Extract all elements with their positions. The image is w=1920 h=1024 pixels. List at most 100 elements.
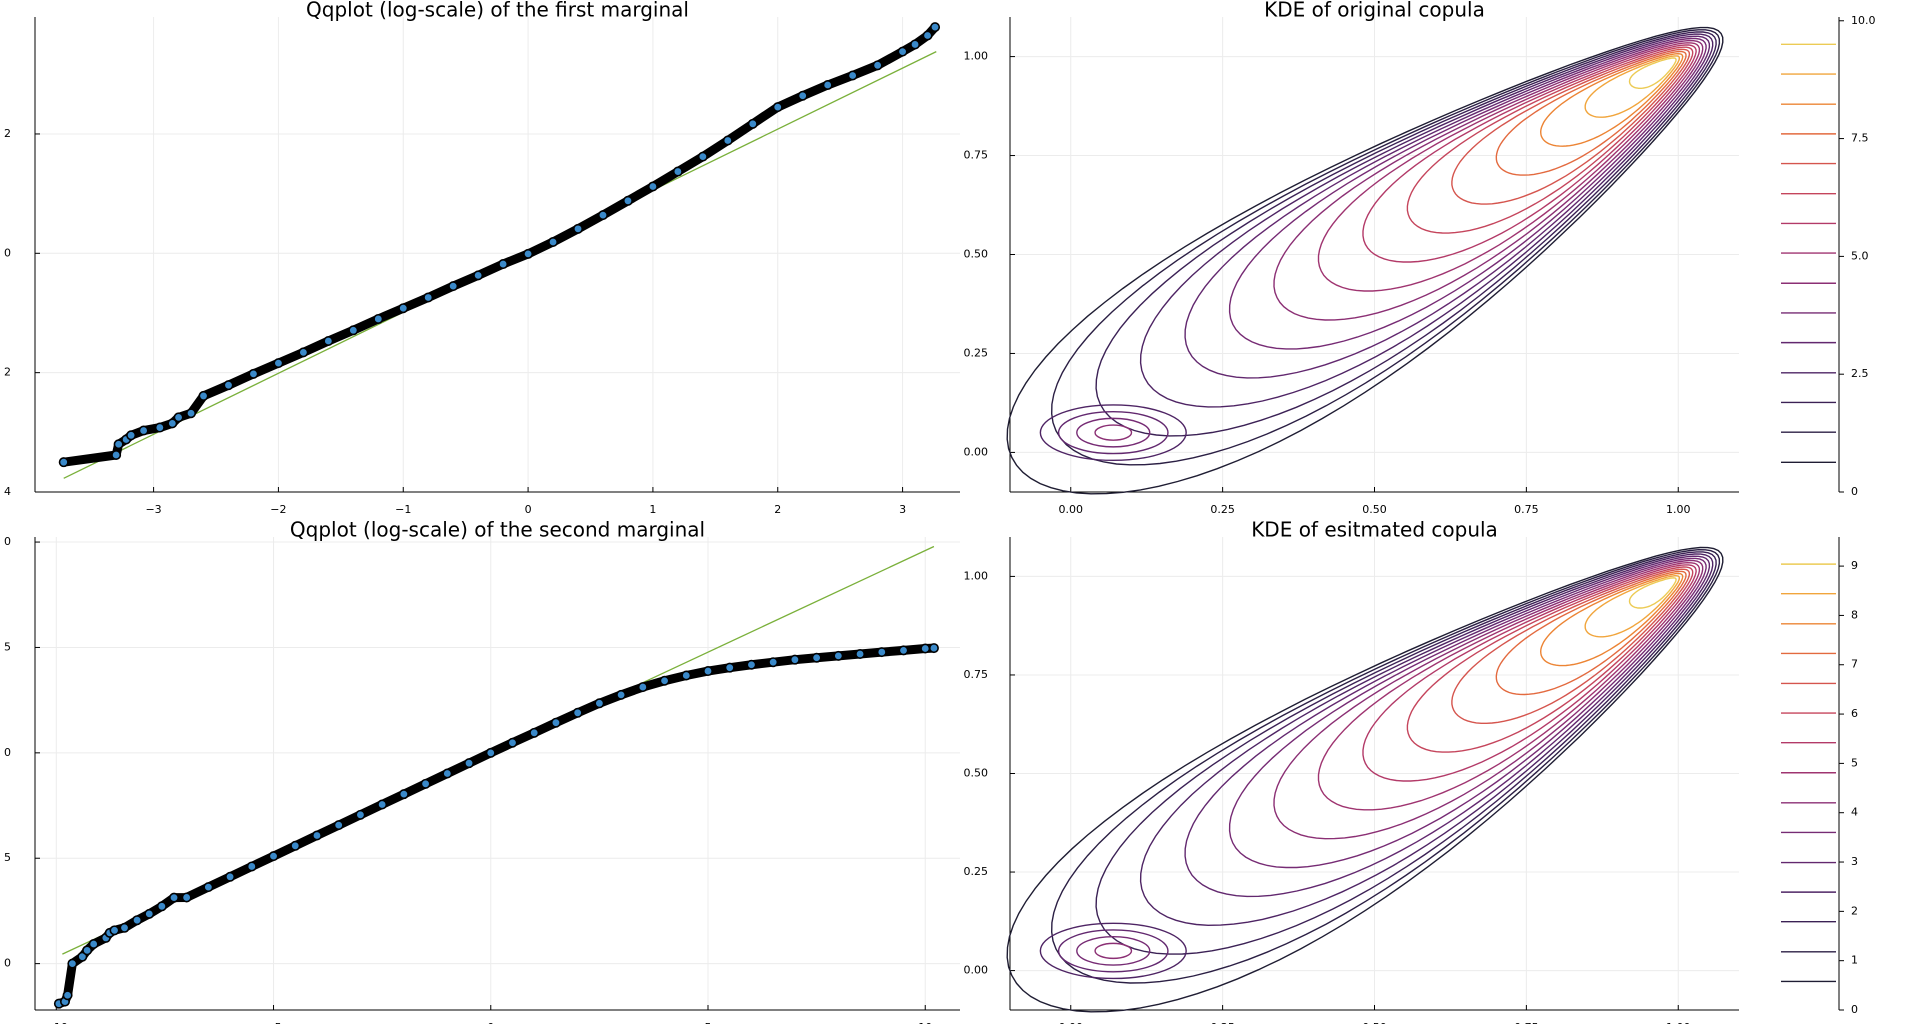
point <box>448 281 459 292</box>
x-tick-label: −5 <box>265 1021 281 1024</box>
axes: −10 −5 0 5 10 0 5 0 5 0 <box>4 535 960 1024</box>
x-tick-label: −10 <box>45 1021 68 1024</box>
point <box>246 861 257 872</box>
point <box>872 60 883 71</box>
point <box>198 390 209 401</box>
point <box>920 643 931 654</box>
point <box>746 659 757 670</box>
colorbar-tick-label: 1 <box>1851 954 1858 967</box>
colorbar-tick-label: 2.5 <box>1851 367 1869 380</box>
point-band <box>54 643 939 1009</box>
colorbar-tick-label: 7.5 <box>1851 132 1869 145</box>
contour-line <box>1228 557 1707 869</box>
x-tick-label: 0.25 <box>1210 503 1235 516</box>
contour-line <box>1317 561 1701 811</box>
y-tick-label: 1.00 <box>964 569 989 582</box>
point <box>922 30 933 41</box>
y-tick-label: 5 <box>4 851 11 864</box>
point <box>485 747 496 758</box>
chart-title: Qqplot (log-scale) of the first marginal <box>306 0 689 22</box>
point <box>248 368 259 379</box>
contour-line <box>1139 553 1714 927</box>
point <box>797 90 808 101</box>
contour-line <box>1584 55 1681 118</box>
x-tick-label: 0.50 <box>1362 1021 1387 1024</box>
point <box>747 118 758 129</box>
contour-line <box>1495 50 1687 176</box>
point <box>833 650 844 661</box>
point <box>855 648 866 659</box>
point <box>523 248 534 259</box>
point <box>225 871 236 882</box>
point <box>876 647 887 658</box>
contour-line <box>1628 57 1677 89</box>
axes: −3 −2 −1 0 1 2 3 2 0 2 4 <box>4 17 960 516</box>
point <box>659 675 670 686</box>
point <box>62 990 73 1001</box>
x-tick-label: 0.25 <box>1210 1021 1235 1024</box>
point <box>355 809 366 820</box>
contour-line <box>1050 548 1721 984</box>
colorbar-tick-label: 9 <box>1851 559 1858 572</box>
point <box>323 336 334 347</box>
colorbar-tick-label: 5.0 <box>1851 249 1869 262</box>
point <box>622 195 633 206</box>
x-tick-label: −3 <box>145 503 161 516</box>
point <box>847 70 858 81</box>
axes: 0.00 0.25 0.50 0.75 1.00 0.00 0.25 0.50 0.75 1.00 <box>964 17 1739 516</box>
y-tick-label: 0 <box>4 957 11 970</box>
point <box>928 643 939 654</box>
y-tick-label: 2 <box>4 366 11 379</box>
point <box>637 682 648 693</box>
contour-line <box>1094 424 1133 441</box>
x-tick-label: 1.00 <box>1666 503 1691 516</box>
contour-line <box>1006 546 1724 1013</box>
x-tick-label: 10 <box>918 1021 932 1024</box>
x-tick-label: 2 <box>774 503 781 516</box>
point <box>113 439 124 450</box>
contour-line <box>1495 570 1687 696</box>
contour-line <box>1584 575 1681 638</box>
point <box>464 758 475 769</box>
y-tick-label: 0.50 <box>964 248 989 261</box>
contour-line <box>1039 922 1187 980</box>
point <box>910 39 921 50</box>
x-tick-label: 0.00 <box>1059 503 1084 516</box>
y-tick-label: 0.75 <box>964 668 989 681</box>
point <box>290 840 301 851</box>
y-tick-label: 0.50 <box>964 767 989 780</box>
point <box>181 892 192 903</box>
point <box>132 915 143 926</box>
point <box>398 789 409 800</box>
point <box>681 670 692 681</box>
point <box>789 654 800 665</box>
point <box>373 313 384 324</box>
y-tick-label: 0.00 <box>964 445 989 458</box>
point <box>67 958 78 969</box>
contour-line <box>1139 33 1714 408</box>
point <box>88 939 99 950</box>
y-tick-label: 0.00 <box>964 964 989 977</box>
point <box>119 922 130 933</box>
point <box>109 925 120 936</box>
y-tick-label: 4 <box>4 485 11 498</box>
x-tick-label: 5 <box>705 1021 712 1024</box>
point <box>930 22 941 33</box>
x-tick-label: 0.75 <box>1514 503 1539 516</box>
contour-line <box>1317 42 1701 292</box>
point <box>398 303 409 314</box>
point <box>273 358 284 369</box>
point <box>697 151 708 162</box>
point <box>548 236 559 247</box>
x-tick-label: 0.00 <box>1059 1021 1084 1024</box>
point <box>173 412 184 423</box>
y-tick-label: 2 <box>4 127 11 140</box>
point <box>156 901 167 912</box>
point <box>111 450 122 461</box>
chart-title: Qqplot (log-scale) of the second margina… <box>290 518 705 542</box>
contour-line <box>1057 929 1169 973</box>
point <box>473 270 484 281</box>
x-tick-label: −1 <box>395 503 411 516</box>
point <box>529 727 540 738</box>
